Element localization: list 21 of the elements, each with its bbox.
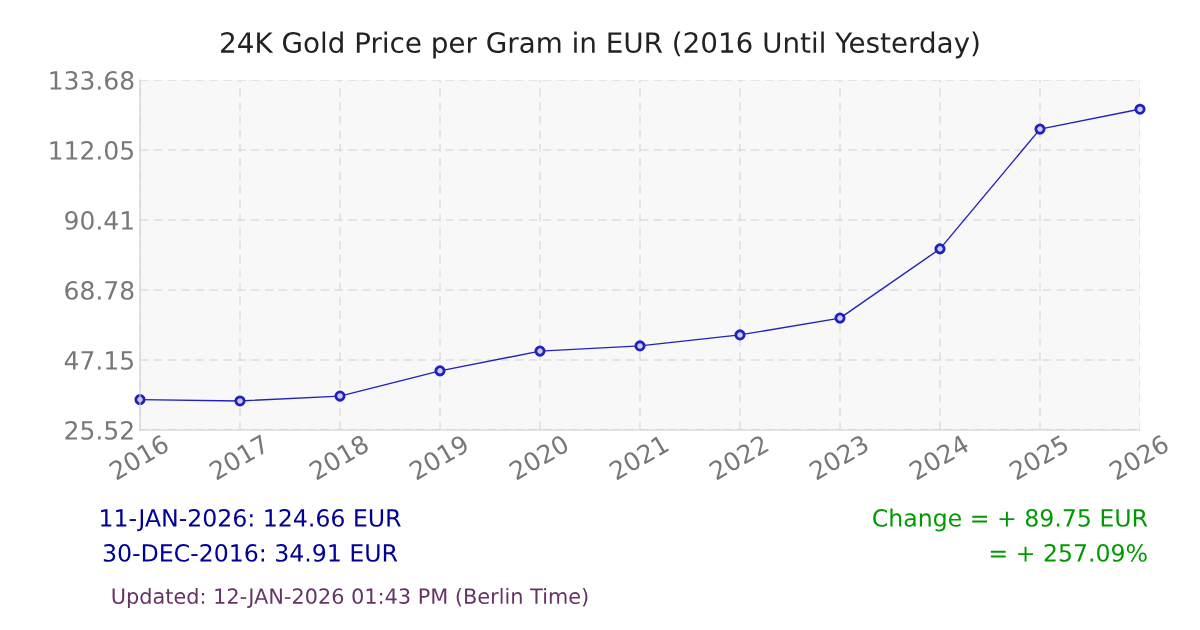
point bbox=[334, 390, 346, 402]
point bbox=[934, 243, 946, 255]
point bbox=[1034, 123, 1046, 135]
y-tick-label: 133.68 bbox=[50, 70, 134, 90]
text: Change = + 89.75 EUR bbox=[873, 508, 1148, 532]
point bbox=[734, 329, 746, 341]
point bbox=[1134, 103, 1146, 115]
y-tick-label: 47.15 bbox=[64, 351, 133, 370]
text: Updated: 12-JAN-2026 01:43 PM (Berlin Time) bbox=[112, 587, 588, 609]
point bbox=[434, 365, 446, 377]
chart-title: 24K Gold Price per Gram in EUR (2016 Until Yesterday) bbox=[221, 31, 979, 59]
y-tick-label: 68.78 bbox=[65, 280, 134, 300]
point bbox=[534, 345, 546, 357]
point bbox=[834, 312, 846, 324]
point bbox=[634, 340, 646, 352]
text: 30-DEC-2016: 34.91 EUR bbox=[103, 543, 398, 562]
point bbox=[234, 395, 246, 407]
y-tick-label: 90.41 bbox=[65, 210, 133, 230]
text: = + 257.09% bbox=[990, 543, 1147, 562]
y-tick-label: 112.05 bbox=[50, 140, 133, 160]
text: 11-JAN-2026: 124.66 EUR bbox=[101, 508, 401, 532]
